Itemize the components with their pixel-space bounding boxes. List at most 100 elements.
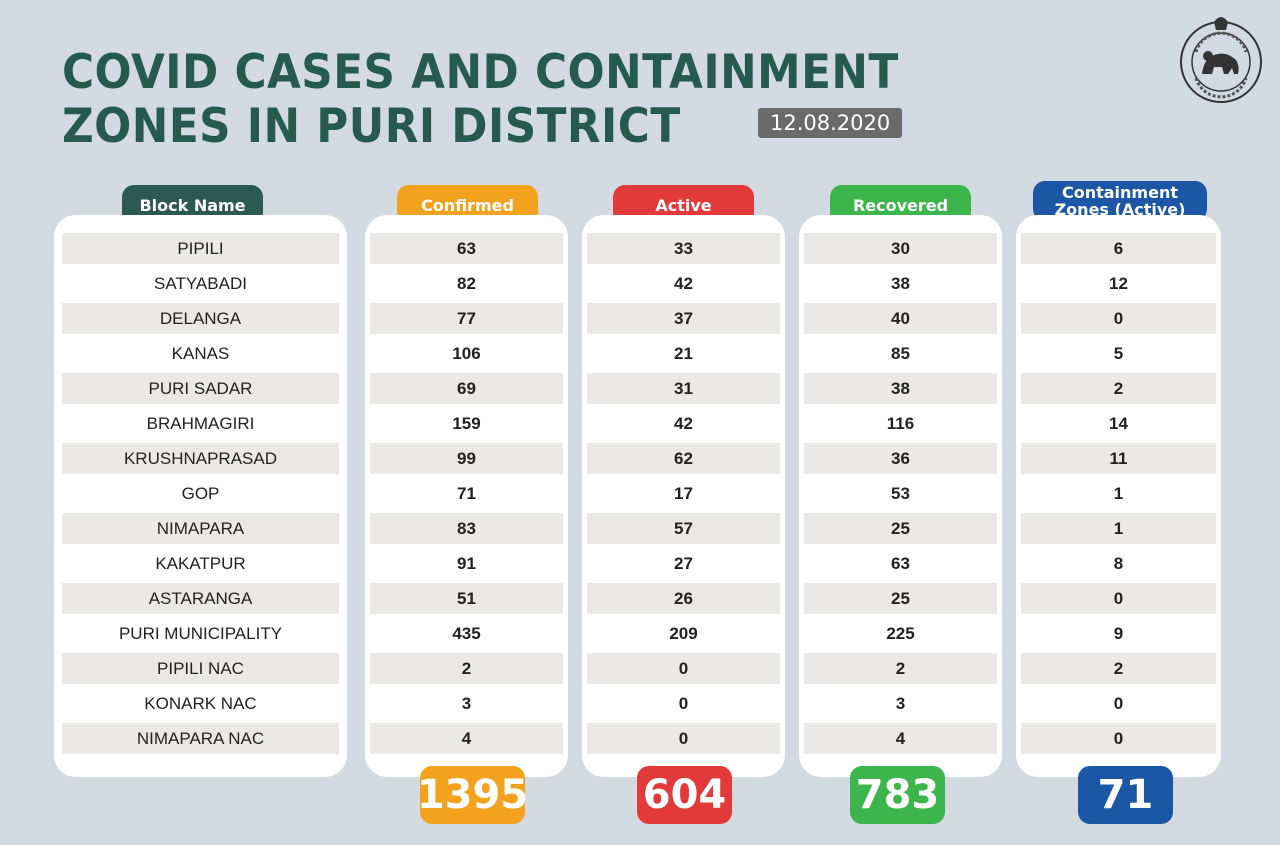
table-row: 85 (804, 338, 997, 369)
active-cell: 31 (674, 378, 693, 398)
table-row: 2 (1021, 373, 1216, 404)
block-name-cell: DELANGA (159, 308, 242, 328)
table-row: 6 (1021, 233, 1216, 264)
table-row: KANAS (62, 338, 339, 369)
table-row: 63 (370, 233, 563, 264)
confirmed-cell: 77 (457, 308, 476, 328)
containment-cell: 8 (1113, 553, 1124, 573)
table-row: 8 (1021, 548, 1216, 579)
table-row: 0 (1021, 688, 1216, 719)
table-row: 2 (1021, 653, 1216, 684)
table-row: 2 (370, 653, 563, 684)
table-row: 37 (587, 303, 780, 334)
table-row: 53 (804, 478, 997, 509)
table-row: PURI MUNICIPALITY (62, 618, 339, 649)
active-cell: 0 (678, 693, 689, 713)
containment-cell: 12 (1109, 273, 1128, 293)
table-row: 38 (804, 268, 997, 299)
table-row: KRUSHNAPRASAD (62, 443, 339, 474)
table-row: 2 (804, 653, 997, 684)
recovered-cell: 116 (886, 413, 915, 433)
containment-cell: 5 (1113, 343, 1124, 363)
table-row: 27 (587, 548, 780, 579)
table-row: 42 (587, 268, 780, 299)
confirmed-cell: 91 (457, 553, 476, 573)
containment-cell: 1 (1113, 518, 1124, 538)
recovered-cell: 40 (891, 308, 910, 328)
containment-cell: 14 (1109, 413, 1128, 433)
table-row: 91 (370, 548, 563, 579)
block-name-cell: PIPILI (177, 238, 224, 258)
confirmed-cell: 106 (452, 343, 481, 363)
table-row: 17 (587, 478, 780, 509)
active-cell: 21 (674, 343, 693, 363)
active-cell: 17 (674, 483, 693, 503)
page-title: COVID CASES AND CONTAINMENT ZONES IN PUR… (62, 46, 899, 154)
column-active: 33 42 37 21 31 42 62 17 57 27 26 209 0 0 0 (582, 215, 785, 777)
table-row: 159 (370, 408, 563, 439)
table-row: 51 (370, 583, 563, 614)
block-name-cell: GOP (181, 483, 220, 503)
table-row: 1 (1021, 513, 1216, 544)
active-cell: 57 (674, 518, 693, 538)
table-row: 69 (370, 373, 563, 404)
block-name-cell: PURI MUNICIPALITY (118, 623, 283, 643)
column-block-name: PIPILI SATYABADI DELANGA KANAS PURI SADAR BRA… (54, 215, 347, 777)
block-name-cell: KANAS (171, 343, 230, 363)
active-cell: 209 (669, 623, 698, 643)
table-row: 0 (587, 723, 780, 754)
active-cell: 42 (674, 273, 693, 293)
table-row: ASTARANGA (62, 583, 339, 614)
containment-cell: 11 (1109, 448, 1128, 468)
date-badge: 12.08.2020 (758, 108, 903, 138)
confirmed-cell: 159 (452, 413, 481, 433)
column-recovered: 30 38 40 85 38 116 36 53 25 63 25 225 2 3 4 (799, 215, 1002, 777)
table-row: 21 (587, 338, 780, 369)
table-row: 25 (804, 583, 997, 614)
table-row: KAKATPUR (62, 548, 339, 579)
table-row: NIMAPARA (62, 513, 339, 544)
table-row: 3 (804, 688, 997, 719)
table-row: 71 (370, 478, 563, 509)
containment-cell: 2 (1113, 658, 1124, 678)
table-row: 25 (804, 513, 997, 544)
table-row: 99 (370, 443, 563, 474)
active-cell: 0 (678, 728, 689, 748)
recovered-cell: 25 (891, 588, 910, 608)
table-row: 4 (804, 723, 997, 754)
table-row: 82 (370, 268, 563, 299)
total-containment: 71 (1078, 766, 1173, 824)
confirmed-cell: 4 (461, 728, 472, 748)
recovered-cell: 225 (886, 623, 915, 643)
containment-cell: 0 (1113, 308, 1124, 328)
table-row: 30 (804, 233, 997, 264)
table-row: 62 (587, 443, 780, 474)
table-row: 26 (587, 583, 780, 614)
recovered-cell: 30 (891, 238, 910, 258)
confirmed-cell: 435 (452, 623, 481, 643)
confirmed-cell: 2 (461, 658, 472, 678)
confirmed-cell: 82 (457, 273, 476, 293)
table-row: 11 (1021, 443, 1216, 474)
table-row: 225 (804, 618, 997, 649)
table-row: 0 (587, 688, 780, 719)
recovered-cell: 38 (891, 273, 910, 293)
containment-cell: 9 (1113, 623, 1124, 643)
table-row: GOP (62, 478, 339, 509)
block-name-cell: KRUSHNAPRASAD (123, 448, 278, 468)
column-containment: 6 12 0 5 2 14 11 1 1 8 0 9 2 0 0 (1016, 215, 1221, 777)
confirmed-cell: 51 (457, 588, 476, 608)
confirmed-cell: 63 (457, 238, 476, 258)
recovered-cell: 4 (895, 728, 906, 748)
active-cell: 27 (674, 553, 693, 573)
table-row: 9 (1021, 618, 1216, 649)
confirmed-cell: 99 (457, 448, 476, 468)
table-row: 435 (370, 618, 563, 649)
block-name-cell: KONARK NAC (144, 693, 257, 713)
active-cell: 37 (674, 308, 693, 328)
table-row: 106 (370, 338, 563, 369)
containment-cell: 0 (1113, 693, 1124, 713)
confirmed-cell: 69 (457, 378, 476, 398)
table-row: 3 (370, 688, 563, 719)
recovered-cell: 53 (891, 483, 910, 503)
